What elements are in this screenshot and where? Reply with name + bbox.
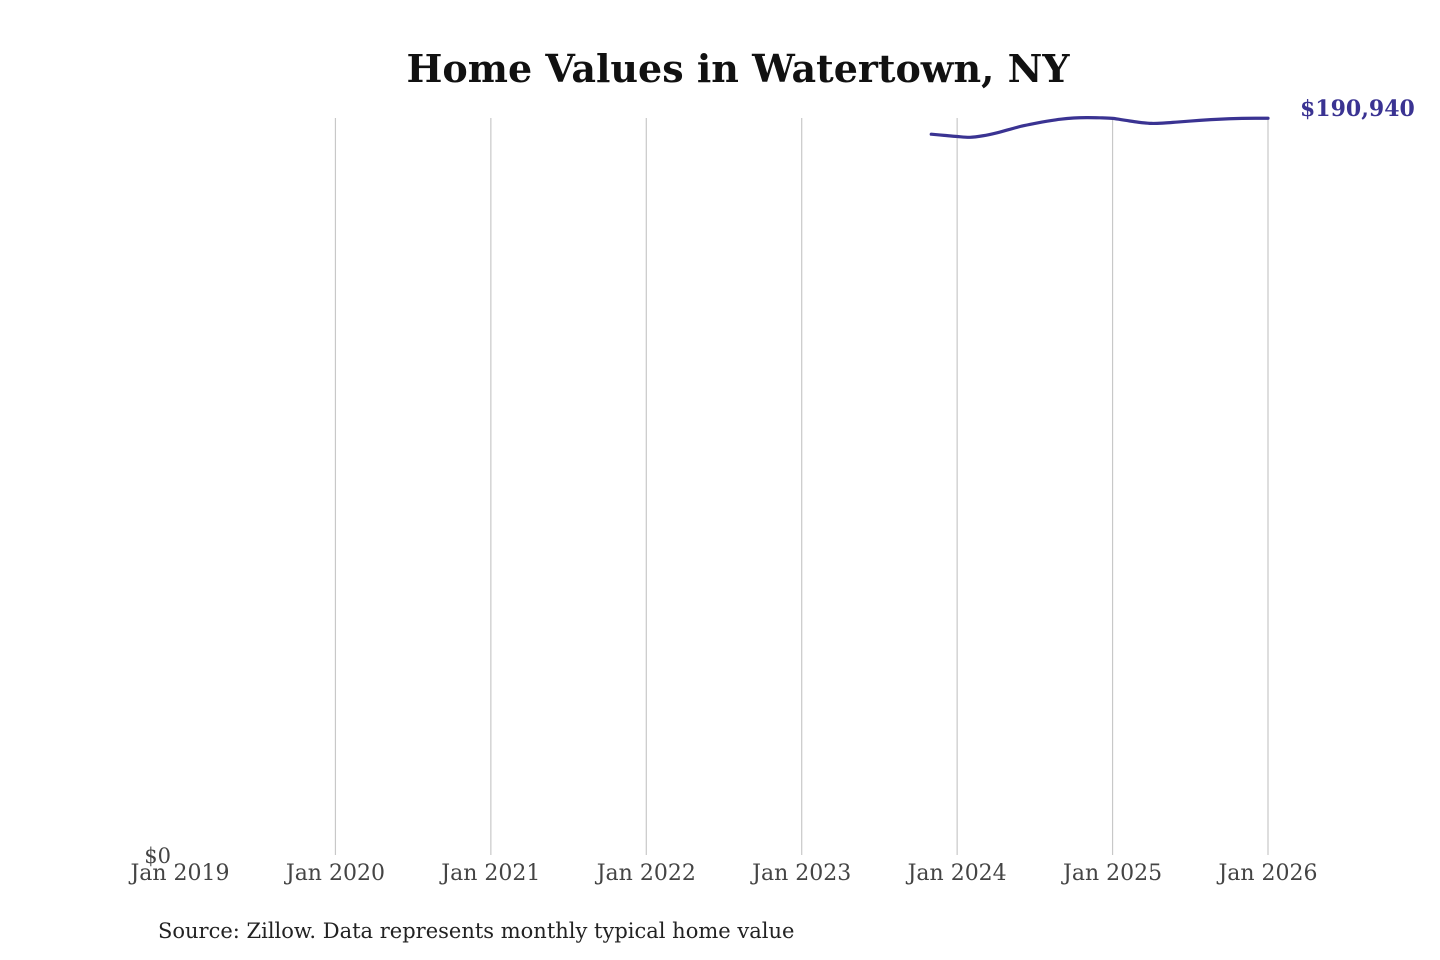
x-tick-label: Jan 2026 <box>1216 861 1317 886</box>
y-tick-label: $0 <box>144 844 171 868</box>
source-note: Source: Zillow. Data represents monthly … <box>158 919 794 943</box>
x-tick-label: Jan 2023 <box>750 861 851 886</box>
series-layer <box>929 116 1270 139</box>
x-tick-label: Jan 2019 <box>128 861 229 886</box>
end-value-label: $190,940 <box>1300 96 1415 122</box>
x-tick-label: Jan 2022 <box>595 861 696 886</box>
x-tick-label: Jan 2024 <box>906 861 1007 886</box>
chart-title: Home Values in Watertown, NY <box>407 46 1071 91</box>
x-axis-tick-labels: Jan 2019 Jan 2020 Jan 2021 Jan 2022 Jan 2023… <box>128 861 1317 886</box>
y-axis-tick-labels: $0 <box>144 844 171 868</box>
gridlines <box>334 118 1269 855</box>
x-tick-label: Jan 2025 <box>1061 861 1162 886</box>
series-line <box>929 116 1270 139</box>
x-tick-label: Jan 2021 <box>439 861 540 886</box>
x-tick-label: Jan 2020 <box>284 861 385 886</box>
